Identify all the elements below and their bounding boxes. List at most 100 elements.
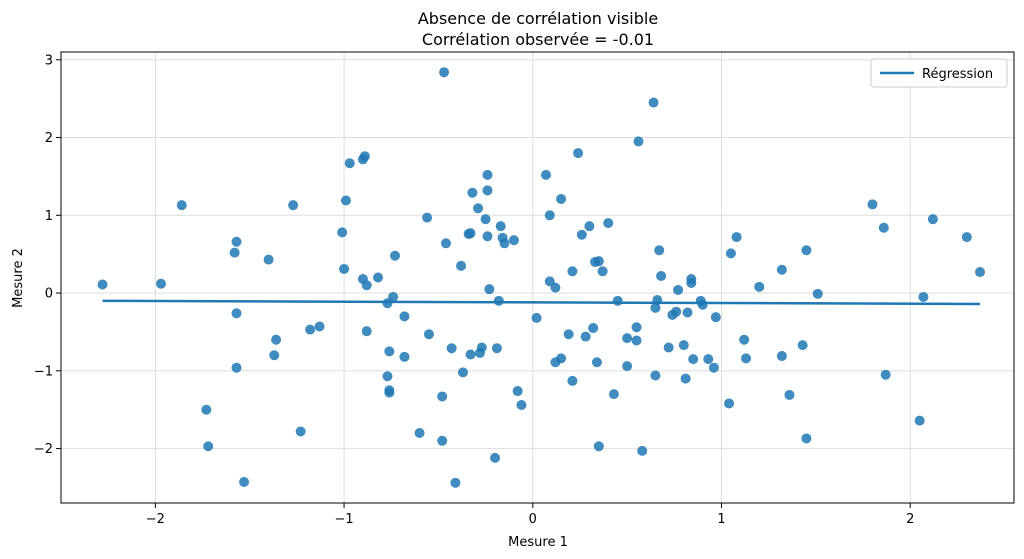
data-point bbox=[725, 248, 736, 259]
data-point bbox=[457, 367, 468, 378]
data-point bbox=[465, 228, 476, 239]
data-point bbox=[724, 398, 735, 409]
data-point bbox=[156, 278, 167, 289]
y-axis-label: Mesure 2 bbox=[11, 248, 26, 308]
data-point bbox=[631, 322, 642, 333]
data-point bbox=[263, 254, 274, 265]
data-point bbox=[801, 433, 812, 444]
data-point bbox=[305, 324, 316, 335]
data-point bbox=[440, 238, 451, 249]
data-point bbox=[812, 288, 823, 299]
data-point bbox=[384, 387, 395, 398]
data-point bbox=[654, 245, 665, 256]
legend-box bbox=[870, 58, 1008, 88]
data-point bbox=[784, 389, 795, 400]
data-point bbox=[491, 343, 502, 354]
data-point bbox=[361, 326, 372, 337]
plot-frame bbox=[60, 51, 1015, 504]
data-point bbox=[493, 295, 504, 306]
data-point bbox=[580, 331, 591, 342]
data-point bbox=[482, 185, 493, 196]
data-point bbox=[382, 371, 393, 382]
data-point bbox=[567, 266, 578, 277]
data-point bbox=[359, 151, 370, 162]
data-point bbox=[556, 193, 567, 204]
data-point bbox=[563, 329, 574, 340]
data-point bbox=[686, 274, 697, 285]
data-point bbox=[437, 391, 448, 402]
data-point bbox=[710, 312, 721, 323]
data-point bbox=[961, 232, 972, 243]
data-point bbox=[482, 231, 493, 242]
data-point bbox=[591, 357, 602, 368]
chart-title-line1: Absence de corrélation visible bbox=[418, 9, 658, 28]
data-point bbox=[465, 349, 476, 360]
data-point bbox=[680, 373, 691, 384]
legend-label: Régression bbox=[922, 67, 993, 82]
data-point bbox=[867, 199, 878, 210]
data-point bbox=[97, 279, 108, 290]
data-point bbox=[776, 351, 787, 362]
data-point bbox=[975, 267, 986, 278]
data-point bbox=[754, 281, 765, 292]
data-point bbox=[576, 229, 587, 240]
data-point bbox=[797, 340, 808, 351]
x-tick-label: −2 bbox=[146, 512, 165, 527]
data-point bbox=[446, 343, 457, 354]
data-point bbox=[231, 236, 242, 247]
data-point bbox=[918, 291, 929, 302]
data-point bbox=[622, 361, 633, 372]
data-point bbox=[633, 136, 644, 147]
data-point bbox=[588, 323, 599, 334]
y-tick-label: 3 bbox=[45, 53, 53, 68]
data-point bbox=[388, 291, 399, 302]
regression-layer bbox=[102, 299, 981, 306]
data-point bbox=[176, 200, 187, 211]
data-point bbox=[671, 306, 682, 317]
data-point bbox=[593, 256, 604, 267]
data-point bbox=[573, 148, 584, 159]
data-point bbox=[314, 321, 325, 332]
data-point bbox=[295, 426, 306, 437]
data-point bbox=[480, 214, 491, 225]
data-point bbox=[550, 282, 561, 293]
data-point bbox=[239, 477, 250, 488]
data-point bbox=[512, 386, 523, 397]
data-point bbox=[603, 218, 614, 229]
data-point bbox=[544, 210, 555, 221]
data-point bbox=[697, 299, 708, 310]
y-tick-label: 2 bbox=[45, 131, 53, 146]
data-point bbox=[584, 221, 595, 232]
data-point bbox=[399, 311, 410, 322]
regression-line bbox=[102, 299, 981, 306]
data-point bbox=[622, 333, 633, 344]
data-point bbox=[482, 169, 493, 180]
x-axis-ticks: −2 −1 0 1 2 bbox=[146, 503, 914, 527]
data-point bbox=[650, 302, 661, 313]
data-point bbox=[531, 312, 542, 323]
data-point bbox=[339, 263, 350, 274]
data-point bbox=[708, 362, 719, 373]
data-point bbox=[878, 222, 889, 233]
data-point bbox=[229, 247, 240, 258]
data-point bbox=[203, 441, 214, 452]
data-point bbox=[450, 477, 461, 488]
data-point bbox=[673, 284, 684, 295]
data-point bbox=[201, 404, 212, 415]
data-point bbox=[499, 238, 510, 249]
data-point bbox=[608, 389, 619, 400]
chart-title-line2: Corrélation observée = -0.01 bbox=[422, 30, 654, 49]
data-point bbox=[914, 415, 925, 426]
data-point bbox=[390, 250, 401, 261]
data-point bbox=[637, 445, 648, 456]
x-axis-label: Mesure 1 bbox=[508, 535, 568, 550]
data-point bbox=[373, 272, 384, 283]
data-point bbox=[437, 435, 448, 446]
data-point bbox=[384, 346, 395, 357]
data-point bbox=[593, 441, 604, 452]
y-tick-label: −1 bbox=[34, 364, 53, 379]
data-point bbox=[612, 295, 623, 306]
data-point bbox=[439, 67, 450, 78]
data-point bbox=[631, 335, 642, 346]
